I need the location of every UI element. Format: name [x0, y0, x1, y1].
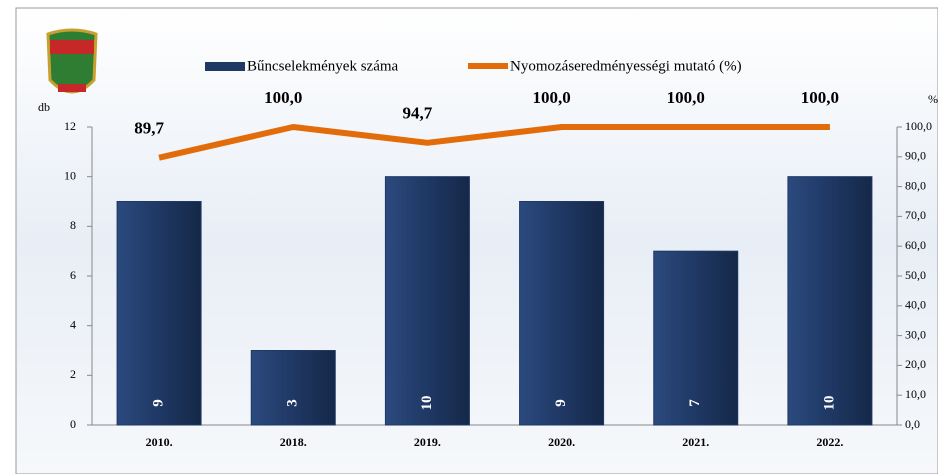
- bar: [116, 201, 202, 426]
- line-value-label: 100,0: [264, 88, 302, 107]
- y-tick-label: 2: [70, 367, 76, 381]
- y-tick-label: 8: [70, 218, 76, 232]
- y2-tick-label: 100,0: [905, 119, 932, 133]
- bar: [384, 176, 470, 426]
- bar-value-label: 10: [821, 396, 837, 411]
- y-tick-label: 6: [70, 268, 76, 282]
- bar-value-label: 7: [687, 399, 703, 407]
- legend-label: Nyomozáseredményességi mutató (%): [510, 58, 742, 74]
- x-tick-label: 2019.: [414, 435, 441, 449]
- y2-tick-label: 60,0: [905, 238, 926, 252]
- line-value-label: 89,7: [134, 119, 164, 138]
- y2-tick-label: 40,0: [905, 298, 926, 312]
- line: [158, 124, 830, 161]
- y2-tick-label: 0,0: [905, 417, 920, 431]
- y2-axis-label: %: [928, 92, 938, 106]
- x-tick-label: 2020.: [548, 435, 575, 449]
- y-tick-label: 0: [70, 417, 76, 431]
- y2-tick-label: 90,0: [905, 149, 926, 163]
- y2-tick-label: 50,0: [905, 268, 926, 282]
- y2-tick-label: 70,0: [905, 208, 926, 222]
- bar: [787, 176, 873, 426]
- x-tick-label: 2010.: [146, 435, 173, 449]
- bar-value-label: 3: [285, 399, 301, 407]
- bar: [653, 250, 739, 426]
- logo: [46, 28, 98, 94]
- x-tick-label: 2021.: [682, 435, 709, 449]
- bar-value-label: 10: [419, 396, 435, 411]
- y2-tick-label: 30,0: [905, 327, 926, 341]
- y2-tick-label: 20,0: [905, 357, 926, 371]
- x-tick-label: 2022.: [816, 435, 843, 449]
- bar-value-label: 9: [553, 399, 569, 407]
- y2-tick-label: 10,0: [905, 387, 926, 401]
- y-tick-label: 10: [64, 168, 76, 182]
- bar: [519, 201, 605, 426]
- legend: Bűncselekmények száma Nyomozáseredményess…: [205, 58, 742, 74]
- line-value-label: 100,0: [801, 88, 839, 107]
- legend-swatch: [205, 62, 245, 71]
- y-axis-label: db: [38, 100, 50, 114]
- bar-value-label: 9: [151, 399, 167, 407]
- legend-label: Bűncselekmények száma: [247, 58, 399, 74]
- line-value-label: 100,0: [667, 88, 705, 107]
- y-tick-label: 4: [70, 317, 76, 331]
- line-value-label: 94,7: [403, 104, 433, 123]
- line-value-label: 100,0: [532, 88, 570, 107]
- x-tick-label: 2018.: [280, 435, 307, 449]
- bar: [250, 350, 336, 426]
- y-tick-label: 12: [64, 119, 76, 133]
- y2-tick-label: 80,0: [905, 178, 926, 192]
